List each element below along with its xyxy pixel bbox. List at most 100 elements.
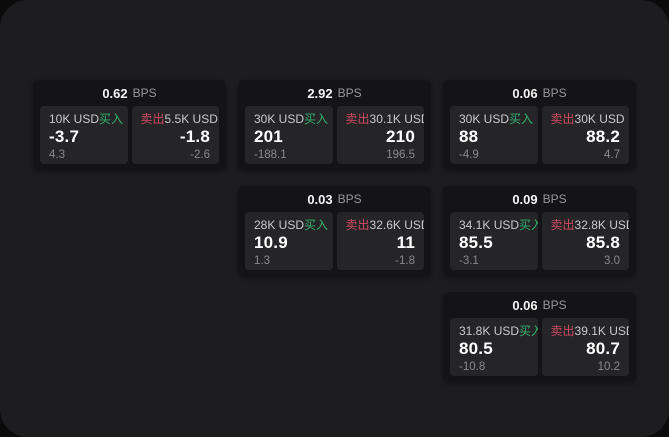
buy-amount: 30K USD bbox=[459, 112, 510, 126]
buy-price: 80.5 bbox=[459, 339, 493, 358]
sell-side-label: 卖出 bbox=[140, 112, 165, 126]
buy-side-label: 买入 bbox=[509, 112, 534, 126]
sell-panel-top: 卖出 32.6K USD bbox=[345, 218, 425, 232]
quote-panels: 34.1K USD 买入 85.5 -3.1 卖出 32.8K USD 85.8… bbox=[443, 212, 636, 270]
sell-panel[interactable]: 卖出 30K USD 88.2 4.7 bbox=[541, 106, 629, 164]
sell-amount: 30.1K USD bbox=[369, 112, 424, 126]
buy-price: 85.5 bbox=[459, 233, 493, 252]
buy-price: -3.7 bbox=[49, 127, 80, 146]
quote-card: 0.06 BPS 31.8K USD 买入 80.5 -10.8 卖出 39.1… bbox=[443, 292, 636, 382]
bps-value: 2.92 bbox=[307, 85, 333, 101]
card-header: 0.03 BPS bbox=[238, 186, 431, 212]
sell-price: 11 bbox=[396, 233, 415, 252]
sell-panel-top: 卖出 30K USD bbox=[550, 112, 625, 126]
buy-delta: -3.1 bbox=[459, 254, 479, 267]
sell-side-label: 卖出 bbox=[550, 218, 575, 232]
card-header: 0.09 BPS bbox=[443, 186, 636, 212]
buy-amount: 10K USD bbox=[49, 112, 100, 126]
buy-side-label: 买入 bbox=[519, 218, 538, 232]
bps-unit-label: BPS bbox=[542, 86, 567, 100]
buy-amount: 31.8K USD bbox=[459, 324, 520, 338]
sell-side-label: 卖出 bbox=[345, 112, 370, 126]
sell-side-label: 卖出 bbox=[345, 218, 370, 232]
sell-panel[interactable]: 卖出 32.6K USD 11 -1.8 bbox=[336, 212, 425, 270]
buy-amount: 28K USD bbox=[254, 218, 305, 232]
buy-panel-top: 30K USD 买入 bbox=[459, 112, 533, 126]
bps-value: 0.06 bbox=[512, 297, 538, 313]
quote-card: 2.92 BPS 30K USD 买入 201 -188.1 卖出 30.1K … bbox=[238, 80, 431, 170]
sell-panel-top: 卖出 32.8K USD bbox=[550, 218, 630, 232]
sell-panel-top: 卖出 5.5K USD bbox=[140, 112, 218, 126]
buy-price: 88 bbox=[459, 127, 479, 146]
sell-panel[interactable]: 卖出 30.1K USD 210 196.5 bbox=[336, 106, 424, 164]
sell-price: 88.2 bbox=[586, 127, 620, 146]
bps-value: 0.03 bbox=[307, 191, 333, 207]
sell-panel[interactable]: 卖出 39.1K USD 80.7 10.2 bbox=[541, 318, 630, 376]
buy-panel[interactable]: 30K USD 买入 201 -188.1 bbox=[245, 106, 333, 164]
card-header: 0.06 BPS bbox=[443, 80, 636, 106]
buy-amount: 34.1K USD bbox=[459, 218, 520, 232]
buy-panel-top: 28K USD 买入 bbox=[254, 218, 328, 232]
quote-card: 0.62 BPS 10K USD 买入 -3.7 4.3 卖出 5.5K USD… bbox=[33, 80, 226, 170]
buy-amount: 30K USD bbox=[254, 112, 305, 126]
buy-side-label: 买入 bbox=[99, 112, 124, 126]
sell-amount: 32.8K USD bbox=[574, 218, 629, 232]
sell-side-label: 卖出 bbox=[550, 324, 575, 338]
sell-price: 85.8 bbox=[586, 233, 620, 252]
buy-panel-top: 10K USD 买入 bbox=[49, 112, 123, 126]
card-header: 2.92 BPS bbox=[238, 80, 431, 106]
buy-delta: 1.3 bbox=[254, 254, 270, 267]
buy-price: 201 bbox=[254, 127, 283, 146]
sell-price: 80.7 bbox=[586, 339, 620, 358]
sell-side-label: 卖出 bbox=[550, 112, 575, 126]
quote-panels: 10K USD 买入 -3.7 4.3 卖出 5.5K USD -1.8 -2.… bbox=[33, 106, 226, 164]
sell-amount: 39.1K USD bbox=[574, 324, 629, 338]
bps-unit-label: BPS bbox=[542, 192, 567, 206]
quote-panels: 30K USD 买入 201 -188.1 卖出 30.1K USD 210 1… bbox=[238, 106, 431, 164]
card-header: 0.06 BPS bbox=[443, 292, 636, 318]
bps-unit-label: BPS bbox=[132, 86, 157, 100]
quote-card: 0.06 BPS 30K USD 买入 88 -4.9 卖出 30K USD 8… bbox=[443, 80, 636, 170]
sell-delta: 196.5 bbox=[386, 148, 415, 161]
bps-unit-label: BPS bbox=[337, 86, 362, 100]
bps-unit-label: BPS bbox=[542, 298, 567, 312]
quote-card: 0.09 BPS 34.1K USD 买入 85.5 -3.1 卖出 32.8K… bbox=[443, 186, 636, 276]
bps-value: 0.06 bbox=[512, 85, 538, 101]
buy-panel[interactable]: 30K USD 买入 88 -4.9 bbox=[450, 106, 538, 164]
buy-panel-top: 34.1K USD 买入 bbox=[459, 218, 538, 232]
buy-side-label: 买入 bbox=[304, 112, 329, 126]
sell-amount: 30K USD bbox=[574, 112, 625, 126]
bps-value: 0.09 bbox=[512, 191, 538, 207]
quote-panels: 28K USD 买入 10.9 1.3 卖出 32.6K USD 11 -1.8 bbox=[238, 212, 431, 270]
buy-delta: -188.1 bbox=[254, 148, 287, 161]
sell-panel[interactable]: 卖出 5.5K USD -1.8 -2.6 bbox=[131, 106, 219, 164]
buy-panel[interactable]: 31.8K USD 买入 80.5 -10.8 bbox=[450, 318, 538, 376]
sell-delta: -2.6 bbox=[190, 148, 210, 161]
buy-panel-top: 31.8K USD 买入 bbox=[459, 324, 538, 338]
buy-panel[interactable]: 28K USD 买入 10.9 1.3 bbox=[245, 212, 333, 270]
buy-side-label: 买入 bbox=[304, 218, 329, 232]
buy-price: 10.9 bbox=[254, 233, 288, 252]
buy-side-label: 买入 bbox=[519, 324, 538, 338]
sell-delta: 4.7 bbox=[604, 148, 620, 161]
sell-panel-top: 卖出 39.1K USD bbox=[550, 324, 630, 338]
buy-panel[interactable]: 34.1K USD 买入 85.5 -3.1 bbox=[450, 212, 538, 270]
quote-panels: 30K USD 买入 88 -4.9 卖出 30K USD 88.2 4.7 bbox=[443, 106, 636, 164]
buy-panel[interactable]: 10K USD 买入 -3.7 4.3 bbox=[40, 106, 128, 164]
sell-amount: 32.6K USD bbox=[369, 218, 424, 232]
bps-unit-label: BPS bbox=[337, 192, 362, 206]
buy-delta: -10.8 bbox=[459, 360, 486, 373]
quote-panels: 31.8K USD 买入 80.5 -10.8 卖出 39.1K USD 80.… bbox=[443, 318, 636, 376]
quote-card: 0.03 BPS 28K USD 买入 10.9 1.3 卖出 32.6K US… bbox=[238, 186, 431, 276]
sell-delta: 10.2 bbox=[597, 360, 620, 373]
buy-delta: 4.3 bbox=[49, 148, 65, 161]
sell-panel[interactable]: 卖出 32.8K USD 85.8 3.0 bbox=[541, 212, 630, 270]
buy-panel-top: 30K USD 买入 bbox=[254, 112, 328, 126]
sell-amount: 5.5K USD bbox=[164, 112, 218, 126]
sell-delta: -1.8 bbox=[395, 254, 415, 267]
card-header: 0.62 BPS bbox=[33, 80, 226, 106]
buy-delta: -4.9 bbox=[459, 148, 479, 161]
sell-price: 210 bbox=[386, 127, 415, 146]
